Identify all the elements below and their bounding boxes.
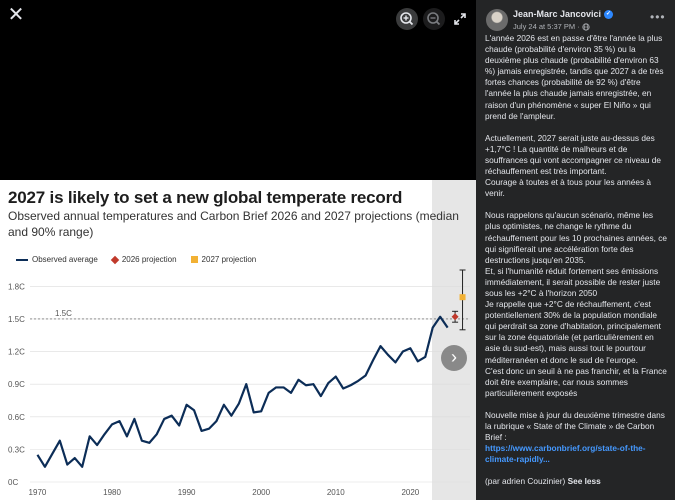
y-tick-label: 0.6C xyxy=(8,413,25,422)
legend-square-swatch xyxy=(190,256,198,263)
post-timestamp[interactable]: July 24 at 5:37 PM · xyxy=(513,22,580,31)
see-less-button[interactable]: See less xyxy=(567,476,601,487)
avatar[interactable] xyxy=(486,9,508,31)
x-tick-label: 1970 xyxy=(29,488,47,497)
post-paragraph: C'est donc un seuil à ne pas franchir, e… xyxy=(485,365,667,398)
projection-2026-marker xyxy=(451,313,459,321)
paragraph-gap xyxy=(485,199,668,210)
x-tick-label: 2000 xyxy=(252,488,270,497)
x-tick-label: 2020 xyxy=(401,488,419,497)
post-paragraph: L'année 2026 est en passe d'être l'année… xyxy=(485,33,664,121)
legend-label: Observed average xyxy=(32,255,98,264)
y-tick-label: 0.9C xyxy=(8,380,25,389)
chart-title: 2027 is likely to set a new global tempe… xyxy=(8,188,403,207)
paragraph-gap xyxy=(485,399,668,410)
post-paragraph: Actuellement, 2027 serait juste au-dessu… xyxy=(485,132,662,177)
projection-2027-marker xyxy=(459,294,466,301)
y-tick-label: 1.8C xyxy=(8,282,25,291)
post-panel: Jean-Marc Jancovici ✓ July 24 at 5:37 PM… xyxy=(476,0,675,500)
post-paragraph: Nouvelle mise à jour du deuxième trimest… xyxy=(485,409,665,443)
legend-line-swatch xyxy=(16,258,28,261)
zoom-in-icon[interactable] xyxy=(396,8,418,30)
temperature-chart: 1.5C 1970 1980 1990 2000 2010 2020 0C 0.3C 0.6C… xyxy=(8,180,476,500)
legend-label: 2026 projection xyxy=(121,255,177,264)
y-tick-label: 0.3C xyxy=(8,445,25,454)
x-tick-label: 1980 xyxy=(103,488,121,497)
legend-diamond-swatch xyxy=(110,255,120,264)
fullscreen-icon[interactable] xyxy=(449,8,471,30)
y-tick-label: 1.2C xyxy=(8,348,25,357)
post-paragraph: Nous rappelons qu'aucun scénario, même l… xyxy=(485,210,668,265)
y-tick-label: 1.5C xyxy=(8,315,25,324)
projection-shade xyxy=(432,180,476,500)
author-label[interactable]: Jean-Marc Jancovici xyxy=(513,9,602,19)
y-tick-label: 0C xyxy=(8,478,18,487)
chart-legend: Observed average 2026 projection 2027 pr… xyxy=(16,255,256,264)
author-name[interactable]: Jean-Marc Jancovici ✓ xyxy=(513,9,614,19)
more-options-icon[interactable]: ••• xyxy=(650,10,666,24)
carbonbrief-link[interactable]: https://www.carbonbrief.org/state-of-the… xyxy=(485,443,646,465)
paragraph-gap xyxy=(485,465,668,476)
chart-image: 1.5C 1970 1980 1990 2000 2010 2020 0C 0.3C 0.6C… xyxy=(0,180,476,500)
paragraph-gap xyxy=(485,122,668,133)
globe-icon xyxy=(582,22,590,31)
post-paragraph: Et, si l'humanité réduit fortement ses é… xyxy=(485,265,661,298)
post-paragraph: Courage à toutes et à tous pour les anné… xyxy=(485,177,652,199)
post-paragraph: Je rappelle que +2°C de réchauffement, c… xyxy=(485,299,661,365)
legend-2027: 2027 projection xyxy=(190,255,257,264)
x-tick-label: 2010 xyxy=(327,488,345,497)
zoom-out-icon[interactable] xyxy=(423,8,445,30)
post-meta: July 24 at 5:37 PM · xyxy=(513,22,590,31)
post-credit: (par adrien Couzinier) xyxy=(485,476,566,487)
legend-label: 2027 projection xyxy=(201,255,257,264)
post-text: L'année 2026 est en passe d'être l'année… xyxy=(485,33,668,487)
media-viewer: ✕ 1.5C 1970 1980 1990 2000 2010 2020 0C 0.3C 0.… xyxy=(0,2,476,500)
x-tick-label: 1990 xyxy=(178,488,196,497)
reference-line-label: 1.5C xyxy=(55,309,72,318)
legend-2026: 2026 projection xyxy=(110,255,177,264)
chart-subtitle: Observed annual temperatures and Carbon … xyxy=(8,209,459,239)
verified-badge-icon: ✓ xyxy=(604,9,614,19)
close-icon[interactable]: ✕ xyxy=(7,2,25,26)
observed-average-line xyxy=(36,315,449,468)
legend-observed: Observed average xyxy=(16,255,98,264)
next-image-button[interactable]: › xyxy=(441,345,467,371)
